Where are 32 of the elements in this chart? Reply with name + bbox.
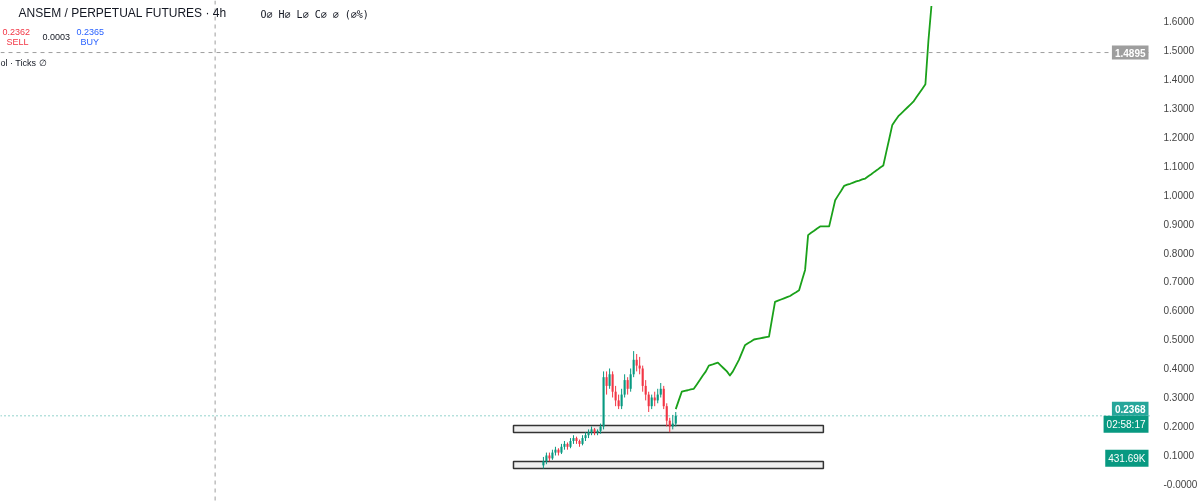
- annotation: SELL: [6, 36, 29, 47]
- line-series: [674, 5, 933, 410]
- y-tick-label: 1.5000: [1163, 44, 1195, 56]
- annotation: 0.2365: [76, 26, 105, 37]
- annotation: BUY: [80, 36, 100, 47]
- y-tick-label: 1.1000: [1163, 160, 1195, 172]
- y-tick-label: 0.8000: [1163, 247, 1195, 259]
- candlestick: [608, 368, 611, 390]
- y-tick-label: -0.0000: [1163, 479, 1198, 491]
- annotation: ol · Ticks ∅: [0, 57, 47, 68]
- ref-line-label: 1.4895: [1114, 47, 1146, 59]
- y-tick-label: 0.7000: [1163, 276, 1195, 288]
- annotation: 0.0003: [42, 31, 71, 42]
- annotation: 0.2362: [2, 26, 31, 37]
- y-tick-label: 0.3000: [1163, 392, 1195, 404]
- ref-line-label: 0.2368: [1114, 403, 1146, 415]
- text: O∅ H∅ L∅ C∅ ∅ (∅%): [260, 8, 369, 20]
- y-tick-label: 0.4000: [1163, 363, 1195, 375]
- annotation: 02:58:17: [1106, 418, 1146, 430]
- y-tick-label: 0.6000: [1163, 305, 1195, 317]
- y-tick-label: 0.2000: [1163, 421, 1195, 433]
- y-tick-label: 1.0000: [1163, 189, 1195, 201]
- y-tick-label: 0.5000: [1163, 334, 1195, 346]
- y-tick-label: 1.6000: [1163, 15, 1195, 27]
- candlestick: [605, 370, 608, 396]
- y-tick-label: 1.2000: [1163, 131, 1195, 143]
- y-tick-label: 0.1000: [1163, 450, 1195, 462]
- chart-title: ANSEM / PERPETUAL FUTURES · 4h: [18, 5, 227, 20]
- y-tick-label: 1.4000: [1163, 73, 1195, 85]
- y-tick-label: 1.3000: [1163, 102, 1195, 114]
- y-tick-label: 0.9000: [1163, 218, 1195, 230]
- annotation: 431.69K: [1108, 452, 1146, 464]
